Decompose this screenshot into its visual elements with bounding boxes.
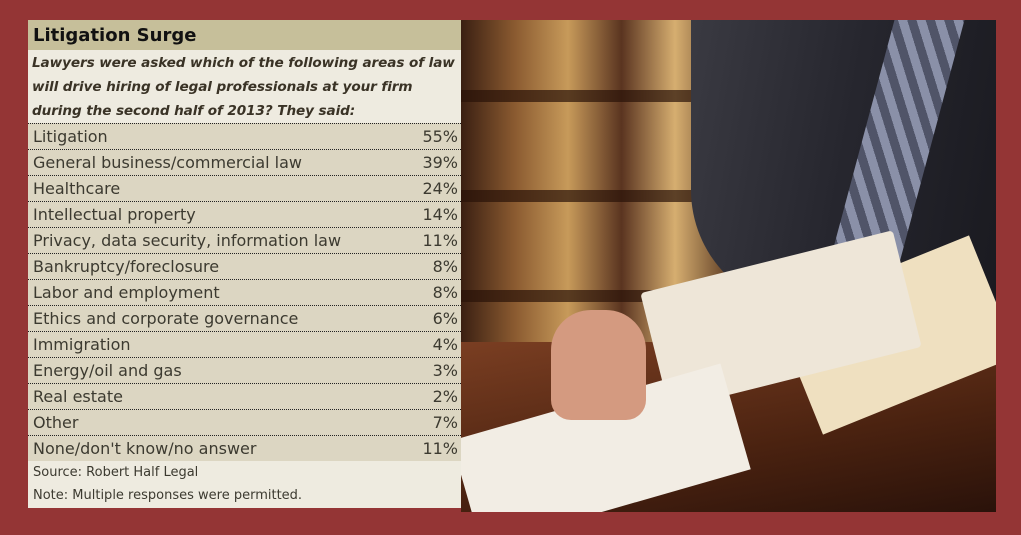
survey-question: Lawyers were asked which of the followin… (32, 55, 455, 119)
row-label: Healthcare (33, 179, 121, 198)
table-rows: Litigation 55% General business/commercial… (28, 123, 461, 461)
table-row: Immigration 4% (28, 331, 461, 357)
row-label: Other (33, 413, 79, 432)
lawyer-reading-photo (461, 20, 996, 512)
row-value: 24% (422, 179, 458, 198)
table-row: Ethics and corporate governance 6% (28, 305, 461, 331)
row-value: 2% (432, 387, 458, 406)
row-value: 7% (432, 413, 458, 432)
row-value: 11% (422, 439, 458, 458)
row-label: None/don't know/no answer (33, 439, 257, 458)
table-row: None/don't know/no answer 11% (28, 435, 461, 461)
table-row: Other 7% (28, 409, 461, 435)
row-label: Immigration (33, 335, 131, 354)
row-value: 39% (422, 153, 458, 172)
row-label: Bankruptcy/foreclosure (33, 257, 220, 276)
row-value: 8% (432, 257, 458, 276)
survey-table: Litigation Surge Lawyers were asked whic… (28, 20, 461, 508)
row-value: 6% (432, 309, 458, 328)
table-row: Litigation 55% (28, 123, 461, 149)
row-value: 14% (422, 205, 458, 224)
row-label: Ethics and corporate governance (33, 309, 299, 328)
table-row: Bankruptcy/foreclosure 8% (28, 253, 461, 279)
row-value: 3% (432, 361, 458, 380)
table-row: Intellectual property 14% (28, 201, 461, 227)
row-value: 4% (432, 335, 458, 354)
row-label: Labor and employment (33, 283, 220, 302)
source-note: Source: Robert Half Legal (33, 465, 199, 480)
table-row: Real estate 2% (28, 383, 461, 409)
row-label: General business/commercial law (33, 153, 303, 172)
footnote: Note: Multiple responses were permitted. (33, 488, 303, 503)
row-value: 55% (422, 127, 458, 146)
table-row: Energy/oil and gas 3% (28, 357, 461, 383)
row-label: Energy/oil and gas (33, 361, 182, 380)
table-row: General business/commercial law 39% (28, 149, 461, 175)
table-row: Healthcare 24% (28, 175, 461, 201)
row-label: Privacy, data security, information law (33, 231, 342, 250)
table-row: Privacy, data security, information law 1… (28, 227, 461, 253)
row-value: 11% (422, 231, 458, 250)
row-label: Litigation (33, 127, 108, 146)
row-label: Real estate (33, 387, 123, 406)
row-value: 8% (432, 283, 458, 302)
table-row: Labor and employment 8% (28, 279, 461, 305)
row-label: Intellectual property (33, 205, 196, 224)
table-title: Litigation Surge (28, 20, 461, 50)
